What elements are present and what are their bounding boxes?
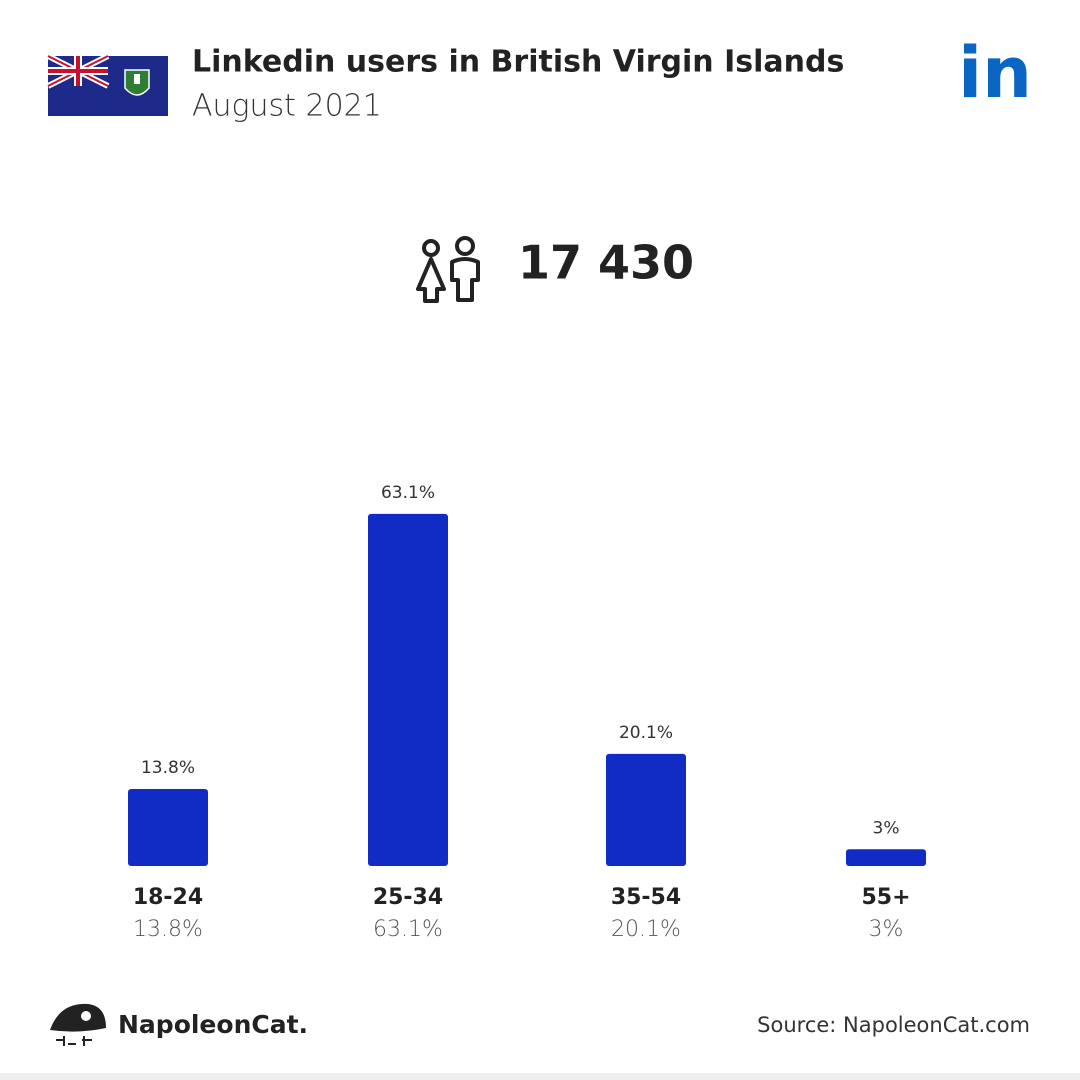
category-label: 25-34 xyxy=(373,885,443,910)
title: Linkedin users in British Virgin Islands xyxy=(192,45,844,80)
value-label: 63.1% xyxy=(381,483,435,503)
category-label: 18-24 xyxy=(133,885,203,910)
value-label: 3% xyxy=(873,818,900,838)
bar xyxy=(846,849,926,866)
category-value-label: 13.8% xyxy=(133,917,203,942)
flag xyxy=(46,53,168,116)
subtitle: August 2021 xyxy=(192,89,382,124)
category-value-label: 3% xyxy=(869,917,904,942)
bar xyxy=(606,753,686,866)
value-label: 20.1% xyxy=(619,723,673,743)
total-users: 17 430 xyxy=(518,236,694,290)
category-label: 35-54 xyxy=(611,885,681,910)
bar xyxy=(368,513,448,866)
category-label: 55+ xyxy=(861,885,910,910)
category-value-label: 63.1% xyxy=(373,917,443,942)
brand-name: NapoleonCat. xyxy=(118,1010,308,1039)
bottom-strip xyxy=(0,1073,1080,1080)
bar-chart: 13.8% 18-24 13.8% 63.1% 25-34 63.1% 20.1% 35-54… xyxy=(128,483,926,942)
source: Source: NapoleonCat.com xyxy=(757,1013,1030,1037)
value-label: 13.8% xyxy=(141,758,195,778)
users-icon xyxy=(416,236,480,303)
bar xyxy=(128,788,208,866)
brand-logo xyxy=(50,1003,106,1046)
category-value-label: 20.1% xyxy=(611,917,681,942)
linkedin-logo: in xyxy=(958,32,1032,114)
